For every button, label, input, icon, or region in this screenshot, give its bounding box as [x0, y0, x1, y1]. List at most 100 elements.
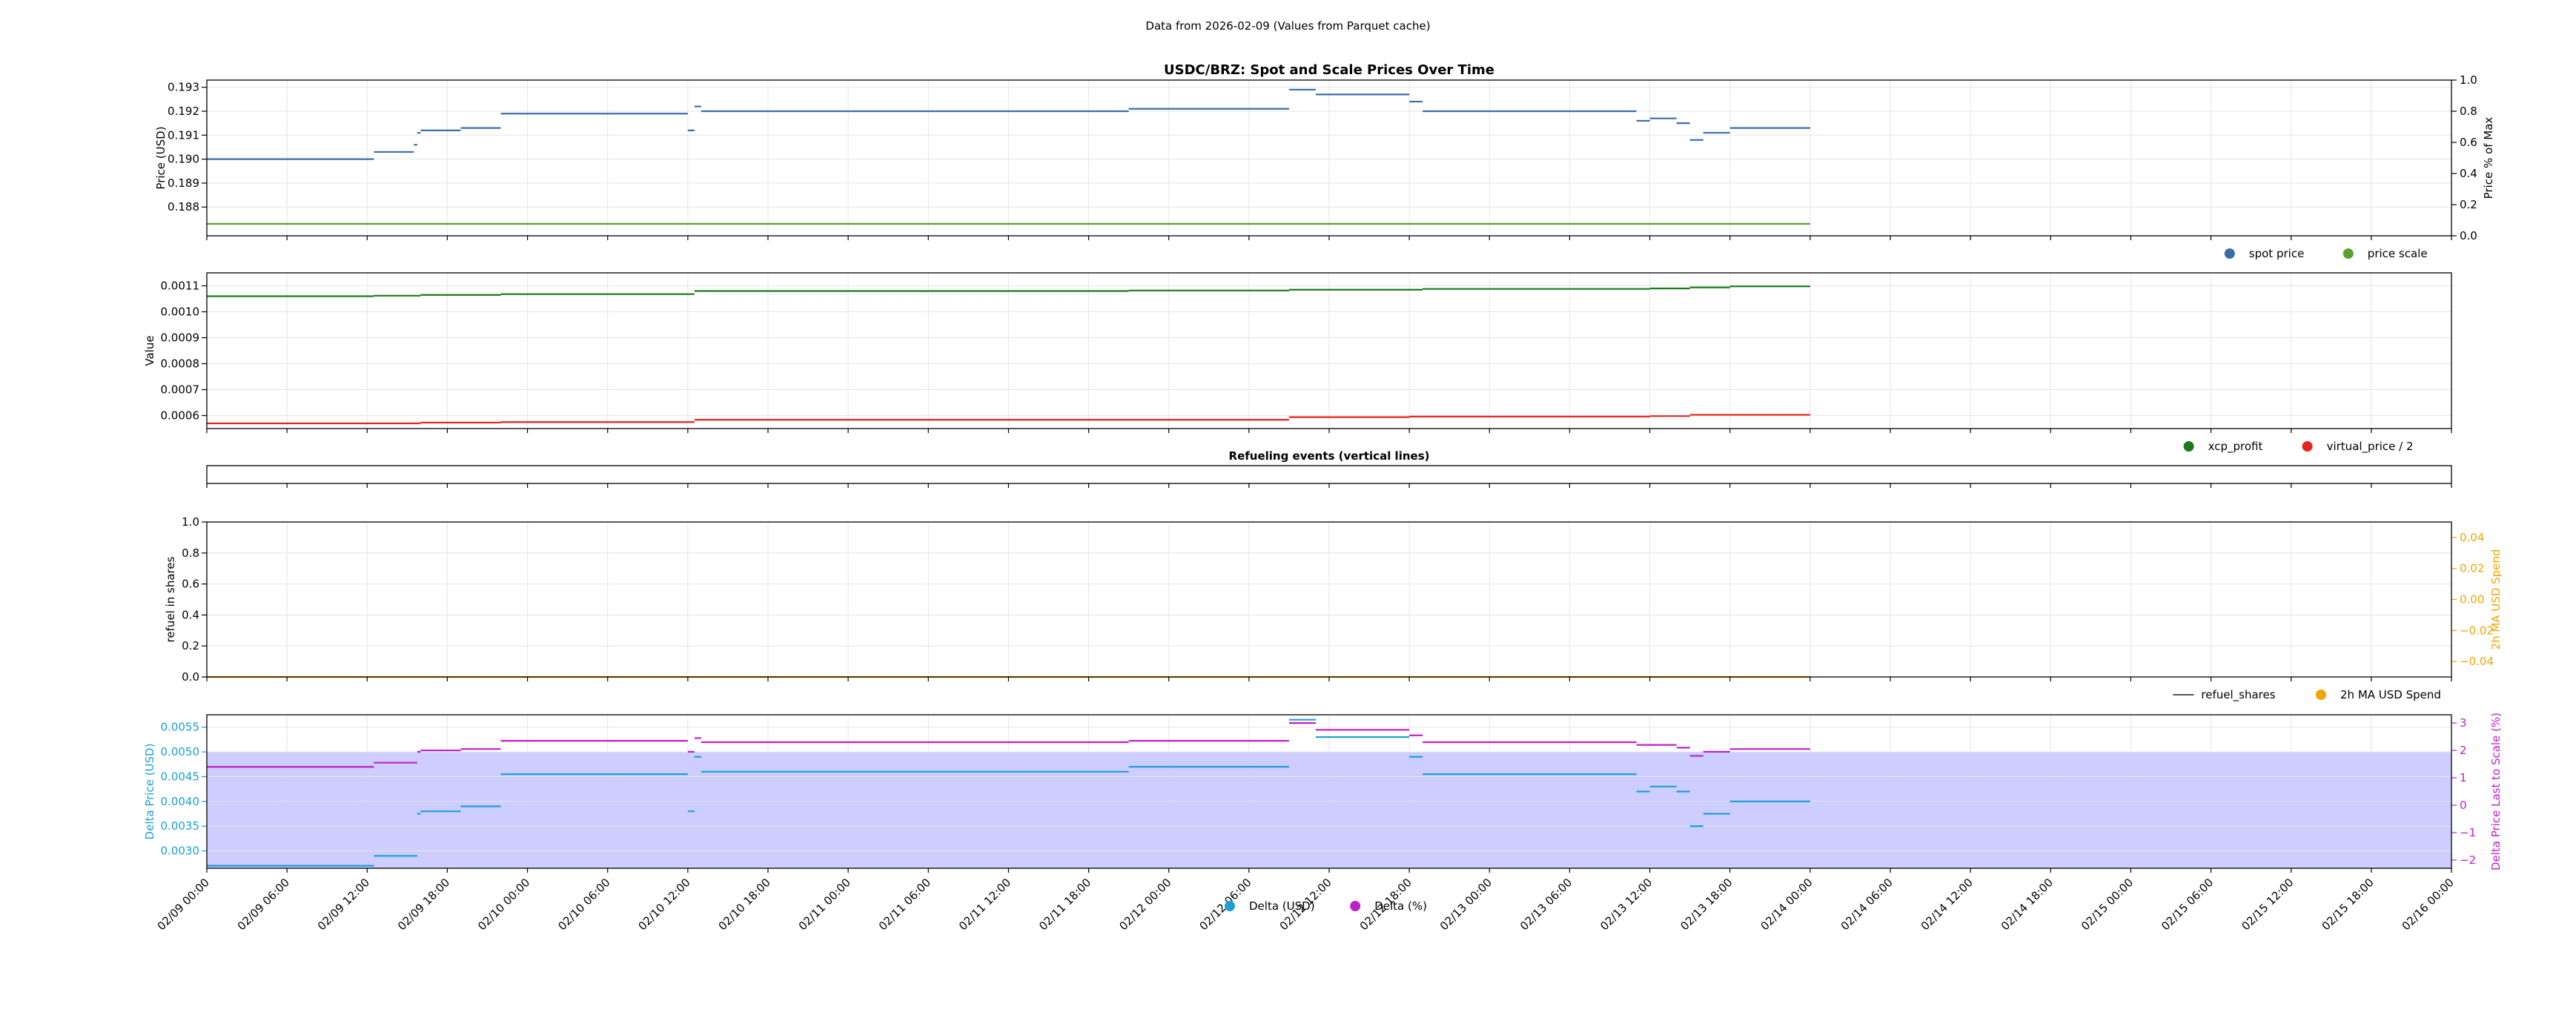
y-right-tick-label: 0	[2460, 799, 2467, 812]
y-tick-label: 0.0010	[161, 305, 200, 319]
y-right-tick-label: 0.8	[2460, 105, 2477, 118]
y-tick-label: 0.0	[182, 670, 199, 684]
x-tick-label: 02/13 12:00	[1597, 876, 1655, 933]
x-tick-label: 02/09 00:00	[155, 876, 212, 933]
y-tick-label: 0.0030	[161, 845, 200, 858]
y-right-tick-label: 0.6	[2460, 136, 2477, 149]
y-tick-label: 0.0055	[161, 721, 200, 734]
y-tick-label: 0.6	[182, 578, 199, 591]
y-tick-label: 1.0	[182, 515, 199, 529]
x-tick-label: 02/11 12:00	[956, 876, 1013, 933]
legend-swatch	[2183, 441, 2194, 452]
panel-2: 0.0006 0.0007 0.0008 0.0009 0.0010 0.0011 Valu…	[143, 272, 2452, 433]
x-tick-label: 02/15 18:00	[2319, 876, 2376, 933]
panel-4: 0.0 0.2 0.4 0.6 0.8 1.0 refuel in shares −0.04 −…	[164, 515, 2503, 684]
legend-label: Delta (USD)	[1249, 899, 1315, 913]
x-tick-label: 02/10 06:00	[555, 876, 612, 933]
x-tick-label: 02/10 12:00	[635, 876, 692, 933]
y-tick-label: 0.0040	[161, 795, 200, 808]
x-tick-label: 02/14 06:00	[1838, 876, 1895, 933]
legend: xcp_profit virtual_price / 2	[2183, 440, 2414, 454]
y-right-tick-label: −0.02	[2460, 624, 2494, 637]
y-tick-label: 0.191	[168, 128, 199, 142]
series-line-virtual-price-2	[207, 414, 1810, 425]
y-right-axis-label: Price % of Max	[2482, 117, 2495, 199]
x-tick-label: 02/10 00:00	[475, 876, 532, 933]
x-tick-label: 02/13 06:00	[1517, 876, 1575, 933]
y-tick-label: 0.192	[168, 105, 199, 118]
y-right-axis-label: 2h MA USD Spend	[2489, 549, 2503, 650]
y-tick-label: 0.8	[182, 546, 199, 560]
y-tick-label: 0.0011	[161, 280, 200, 293]
legend-swatch	[2342, 248, 2354, 259]
legend-swatch	[2302, 441, 2313, 452]
tolerance-band	[207, 752, 2451, 868]
y-right-tick-label: 1.0	[2460, 73, 2477, 87]
y-right-tick-label: 0.0	[2460, 229, 2477, 242]
series-line-delta-usd-	[207, 718, 1810, 867]
panel-title: Refueling events (vertical lines)	[1229, 449, 1430, 463]
x-tick-label: 02/11 06:00	[876, 876, 933, 933]
y-right-tick-label: 1	[2460, 771, 2467, 784]
y-axis-label: Price (USD)	[154, 126, 168, 189]
y-right-tick-label: 3	[2460, 716, 2467, 730]
y-tick-label: 0.193	[168, 81, 199, 94]
x-tick-label: 02/15 00:00	[2079, 876, 2136, 933]
y-tick-label: 0.190	[168, 153, 199, 166]
y-axis-label: refuel in shares	[164, 556, 177, 642]
y-tick-label: 0.0035	[161, 819, 200, 833]
x-tick-label: 02/10 18:00	[716, 876, 773, 933]
legend-swatch	[1350, 901, 1361, 911]
y-right-tick-label: 0.02	[2460, 562, 2484, 575]
y-tick-label: 0.189	[168, 176, 199, 190]
y-tick-label: 0.0009	[161, 331, 200, 345]
legend-label: Delta (%)	[1374, 899, 1427, 913]
y-tick-label: 0.0045	[161, 770, 200, 783]
series-line-spot-price	[207, 88, 1810, 160]
y-tick-label: 0.4	[182, 608, 199, 621]
legend-label: price scale	[2368, 247, 2428, 260]
legend-swatch	[2224, 248, 2235, 259]
x-tick-label: 02/16 00:00	[2400, 876, 2457, 933]
x-tick-label: 02/09 18:00	[395, 876, 452, 933]
y-right-tick-label: −0.04	[2460, 655, 2494, 668]
x-tick-label: 02/09 06:00	[235, 876, 292, 933]
y-right-tick-label: 0.04	[2460, 531, 2484, 544]
y-right-tick-label: −1	[2460, 826, 2476, 839]
figure-subtitle: Data from 2026-02-09 (Values from Parque…	[1145, 19, 1431, 33]
y-axis-label: Delta Price (USD)	[143, 744, 156, 840]
x-tick-label: 02/13 18:00	[1678, 876, 1735, 933]
legend-swatch	[1225, 901, 1235, 911]
y-tick-label: 0.2	[182, 639, 199, 652]
x-tick-label: 02/15 06:00	[2159, 876, 2216, 933]
y-tick-label: 0.188	[168, 200, 199, 214]
y-right-tick-label: 2	[2460, 744, 2467, 757]
x-tick-label: 02/14 18:00	[1999, 876, 2056, 933]
legend-label: refuel_shares	[2201, 688, 2275, 702]
y-right-tick-label: 0.4	[2460, 167, 2477, 180]
x-tick-label: 02/15 12:00	[2239, 876, 2296, 933]
legend-label: spot price	[2249, 247, 2305, 260]
legend-swatch	[2316, 690, 2326, 700]
x-tick-label: 02/14 12:00	[1918, 876, 1976, 933]
panel-5: 0.0030 0.0035 0.0040 0.0045 0.0050 0.0055 Delt…	[143, 713, 2503, 873]
x-tick-label: 02/14 00:00	[1758, 876, 1815, 933]
y-tick-label: 0.0006	[161, 409, 200, 423]
legend-label: xcp_profit	[2208, 440, 2263, 454]
panel-3: Refueling events (vertical lines)	[206, 449, 2452, 488]
y-tick-label: 0.0008	[161, 357, 200, 371]
x-tick-label: 02/12 00:00	[1116, 876, 1173, 933]
y-right-tick-label: 0.00	[2460, 593, 2484, 607]
x-tick-label: 02/11 18:00	[1036, 876, 1093, 933]
panel-title: USDC/BRZ: Spot and Scale Prices Over Tim…	[1164, 62, 1494, 78]
x-tick-label: 02/13 00:00	[1437, 876, 1494, 933]
legend-label: 2h MA USD Spend	[2340, 688, 2441, 701]
plot-frame	[206, 465, 2452, 484]
y-right-tick-label: 0.2	[2460, 198, 2477, 211]
y-axis-label: Value	[143, 335, 156, 366]
legend: refuel_shares 2h MA USD Spend	[2173, 688, 2441, 702]
panel-1: 0.188 0.189 0.190 0.191 0.192 0.193 Price (USD…	[154, 62, 2495, 242]
series-line-delta-	[207, 721, 1810, 768]
y-tick-label: 0.0007	[161, 383, 200, 397]
